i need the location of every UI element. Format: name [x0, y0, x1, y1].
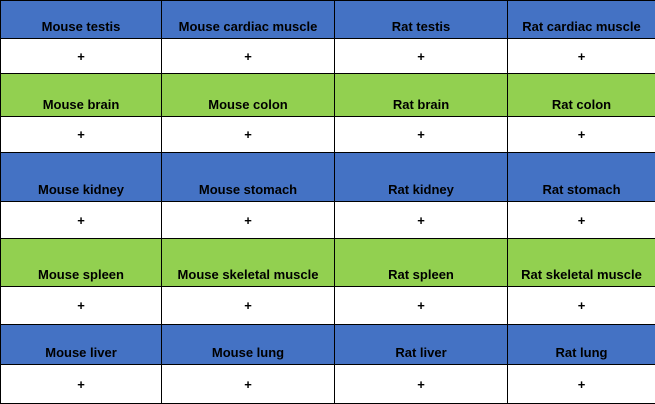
value-row: + + + +: [1, 202, 655, 239]
presence-value: +: [1, 202, 162, 239]
tissue-label: Rat brain: [335, 74, 508, 117]
presence-value: +: [1, 39, 162, 74]
tissue-label: Rat kidney: [335, 153, 508, 202]
value-row: + + + +: [1, 39, 655, 74]
label-row: Mouse brain Mouse colon Rat brain Rat co…: [1, 74, 655, 117]
label-row: Mouse testis Mouse cardiac muscle Rat te…: [1, 1, 655, 39]
presence-value: +: [508, 117, 655, 153]
tissue-label: Mouse kidney: [1, 153, 162, 202]
label-row: Mouse liver Mouse lung Rat liver Rat lun…: [1, 325, 655, 365]
presence-value: +: [335, 287, 508, 325]
tissue-label: Rat colon: [508, 74, 655, 117]
tissue-label: Mouse skeletal muscle: [162, 239, 335, 287]
presence-value: +: [335, 117, 508, 153]
presence-value: +: [1, 287, 162, 325]
tissue-label: Mouse brain: [1, 74, 162, 117]
presence-value: +: [508, 202, 655, 239]
tissue-label: Mouse liver: [1, 325, 162, 365]
presence-value: +: [1, 365, 162, 404]
presence-value: +: [162, 287, 335, 325]
presence-value: +: [508, 39, 655, 74]
value-row: + + + +: [1, 365, 655, 404]
presence-value: +: [162, 202, 335, 239]
tissue-label: Mouse colon: [162, 74, 335, 117]
tissue-label: Rat spleen: [335, 239, 508, 287]
presence-value: +: [1, 117, 162, 153]
tissue-label: Rat liver: [335, 325, 508, 365]
label-row: Mouse spleen Mouse skeletal muscle Rat s…: [1, 239, 655, 287]
presence-value: +: [162, 39, 335, 74]
presence-value: +: [508, 365, 655, 404]
presence-value: +: [335, 39, 508, 74]
tissue-label: Rat testis: [335, 1, 508, 39]
presence-value: +: [162, 365, 335, 404]
tissue-label: Rat skeletal muscle: [508, 239, 655, 287]
presence-value: +: [335, 365, 508, 404]
tissue-label: Rat cardiac muscle: [508, 1, 655, 39]
value-row: + + + +: [1, 117, 655, 153]
tissue-label: Rat stomach: [508, 153, 655, 202]
tissue-label: Mouse stomach: [162, 153, 335, 202]
tissue-label: Mouse cardiac muscle: [162, 1, 335, 39]
tissue-label: Rat lung: [508, 325, 655, 365]
label-row: Mouse kidney Mouse stomach Rat kidney Ra…: [1, 153, 655, 202]
value-row: + + + +: [1, 287, 655, 325]
presence-value: +: [508, 287, 655, 325]
presence-value: +: [162, 117, 335, 153]
tissue-label: Mouse lung: [162, 325, 335, 365]
tissue-label: Mouse testis: [1, 1, 162, 39]
tissue-label: Mouse spleen: [1, 239, 162, 287]
presence-value: +: [335, 202, 508, 239]
